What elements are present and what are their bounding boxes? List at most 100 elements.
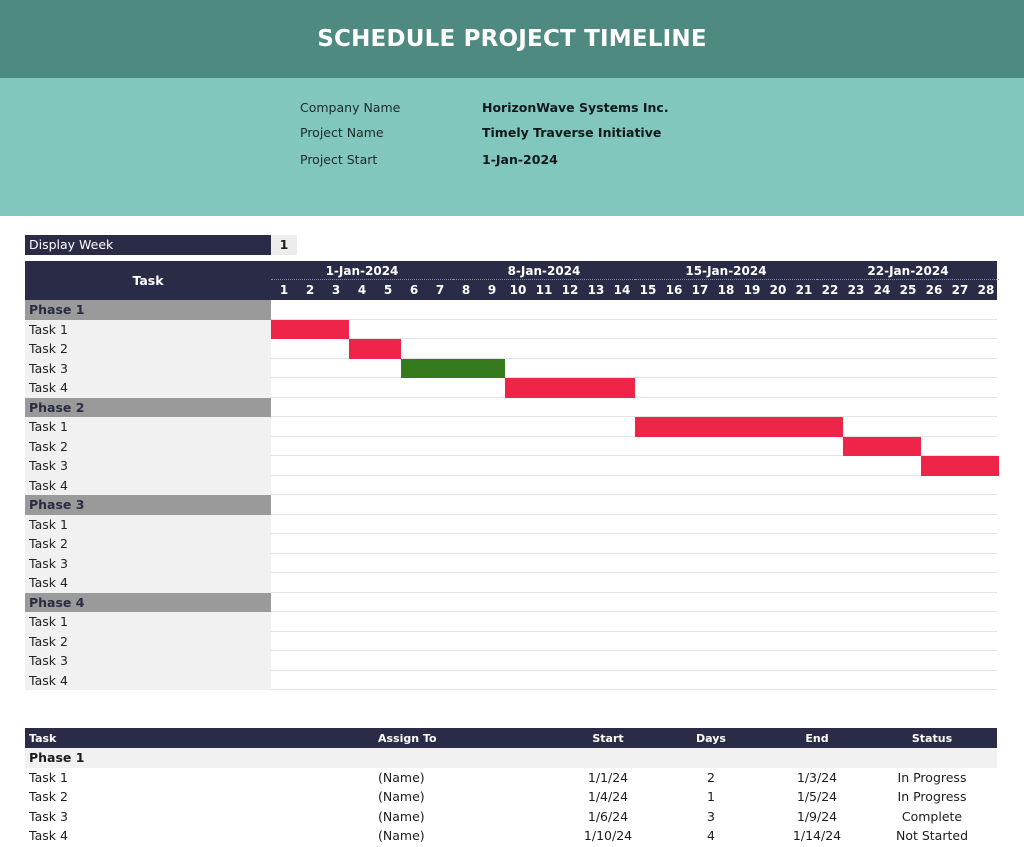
table-cell-task: Task 4 — [29, 828, 68, 844]
gantt-bar[interactable] — [349, 339, 401, 359]
gantt-task-row: Task 2 — [25, 436, 997, 456]
day-header: 6 — [409, 283, 419, 297]
col-header-days: Days — [696, 731, 726, 745]
gantt-task-row: Task 1 — [25, 417, 997, 437]
task-label: Task 2 — [25, 339, 271, 359]
day-header: 4 — [357, 283, 367, 297]
table-cell-days[interactable]: 1 — [707, 789, 715, 805]
table-row[interactable]: Task 2 (Name) 1/4/24 1 1/5/24 In Progres… — [25, 787, 997, 807]
display-week-label: Display Week — [25, 235, 271, 255]
col-header-status: Status — [911, 731, 953, 745]
gantt-bar[interactable] — [635, 417, 843, 437]
phase-label: Phase 3 — [25, 495, 271, 515]
project-name-value[interactable]: Timely Traverse Initiative — [482, 125, 662, 140]
table-cell-status[interactable]: In Progress — [897, 769, 967, 785]
gantt-phase-row: Phase 1 — [25, 300, 997, 320]
table-cell-task: Task 1 — [29, 769, 68, 785]
day-header: 1 — [279, 283, 289, 297]
table-cell-assign[interactable]: (Name) — [378, 828, 425, 844]
table-cell-start[interactable]: 1/6/24 — [587, 808, 629, 824]
gantt-task-row: Task 4 — [25, 573, 997, 593]
company-name-value[interactable]: HorizonWave Systems Inc. — [482, 100, 669, 115]
day-header: 3 — [331, 283, 341, 297]
col-header-task: Task — [29, 731, 57, 745]
gantt-task-row: Task 1 — [25, 319, 997, 339]
table-phase-row: Phase 1 — [25, 748, 997, 768]
gantt-task-row: Task 4 — [25, 670, 997, 690]
week-header: 8-Jan-2024 — [453, 261, 635, 280]
display-week-input[interactable]: 1 — [271, 235, 297, 255]
table-row[interactable]: Task 1 (Name) 1/1/24 2 1/3/24 In Progres… — [25, 768, 997, 788]
day-header: 26 — [925, 283, 943, 297]
day-header: 9 — [487, 283, 497, 297]
table-cell-start[interactable]: 1/4/24 — [587, 789, 629, 805]
task-label: Task 2 — [25, 436, 271, 456]
day-header: 13 — [587, 283, 605, 297]
gantt-bar[interactable] — [505, 378, 635, 398]
week-header: 22-Jan-2024 — [817, 261, 999, 280]
day-header: 19 — [743, 283, 761, 297]
table-cell-days[interactable]: 2 — [707, 769, 715, 785]
week-header: 15-Jan-2024 — [635, 261, 817, 280]
table-cell-days[interactable]: 4 — [707, 828, 715, 844]
day-header: 17 — [691, 283, 709, 297]
day-header: 16 — [665, 283, 683, 297]
day-header: 23 — [847, 283, 865, 297]
table-cell-end: 1/5/24 — [796, 789, 838, 805]
gantt-bar[interactable] — [271, 319, 349, 339]
day-header: 22 — [821, 283, 839, 297]
table-cell-start[interactable]: 1/1/24 — [587, 769, 629, 785]
table-cell-end: 1/14/24 — [792, 828, 842, 844]
table-cell-assign[interactable]: (Name) — [378, 769, 425, 785]
phase-label: Phase 4 — [25, 592, 271, 612]
gantt-task-row: Task 3 — [25, 358, 997, 378]
table-cell-assign[interactable]: (Name) — [378, 789, 425, 805]
gantt-bar[interactable] — [921, 456, 999, 476]
table-cell-task: Task 3 — [29, 808, 68, 824]
day-header: 28 — [977, 283, 995, 297]
task-label: Task 1 — [25, 514, 271, 534]
gantt-phase-row: Phase 4 — [25, 592, 997, 612]
gantt-task-row: Task 2 — [25, 534, 997, 554]
col-header-end: End — [805, 731, 829, 745]
col-header-assign: Assign To — [378, 731, 437, 745]
week-header: 1-Jan-2024 — [271, 261, 453, 280]
project-start-value[interactable]: 1-Jan-2024 — [482, 152, 558, 167]
task-table-header: Task Assign To Start Days End Status — [25, 728, 997, 748]
gantt-bar[interactable] — [843, 436, 921, 456]
gantt-bar[interactable] — [401, 358, 505, 378]
gantt-task-row: Task 1 — [25, 514, 997, 534]
day-header: 18 — [717, 283, 735, 297]
table-row[interactable]: Task 4 (Name) 1/10/24 4 1/14/24 Not Star… — [25, 826, 997, 846]
gantt-task-row: Task 1 — [25, 612, 997, 632]
col-header-start: Start — [592, 731, 624, 745]
company-name-label: Company Name — [300, 100, 401, 115]
gantt-task-row: Task 3 — [25, 456, 999, 476]
gantt-header: Task 1-Jan-2024 8-Jan-2024 15-Jan-2024 22-J… — [25, 261, 999, 300]
day-header: 5 — [383, 283, 393, 297]
table-cell-start[interactable]: 1/10/24 — [583, 828, 633, 844]
day-header: 20 — [769, 283, 787, 297]
title-bar: SCHEDULE PROJECT TIMELINE — [0, 0, 1024, 78]
table-cell-assign[interactable]: (Name) — [378, 808, 425, 824]
gantt-task-header: Task — [132, 273, 164, 288]
day-header: 12 — [561, 283, 579, 297]
task-label: Task 3 — [25, 456, 271, 476]
table-cell-status[interactable]: Not Started — [895, 828, 969, 844]
task-label: Task 2 — [25, 534, 271, 554]
day-header: 8 — [461, 283, 471, 297]
day-header: 15 — [639, 283, 657, 297]
table-cell-status[interactable]: Complete — [901, 808, 963, 824]
day-header: 21 — [795, 283, 813, 297]
task-label: Task 3 — [25, 358, 271, 378]
day-header: 7 — [435, 283, 445, 297]
task-label: Task 4 — [25, 475, 271, 495]
table-cell-status[interactable]: In Progress — [897, 789, 967, 805]
gantt-task-row: Task 3 — [25, 651, 997, 671]
table-row[interactable]: Task 3 (Name) 1/6/24 3 1/9/24 Complete — [25, 807, 997, 827]
project-name-label: Project Name — [300, 125, 384, 140]
table-phase-label: Phase 1 — [29, 750, 85, 766]
table-cell-days[interactable]: 3 — [707, 808, 715, 824]
task-label: Task 1 — [25, 319, 271, 339]
project-info-panel: Company Name HorizonWave Systems Inc. Pr… — [0, 78, 1024, 216]
